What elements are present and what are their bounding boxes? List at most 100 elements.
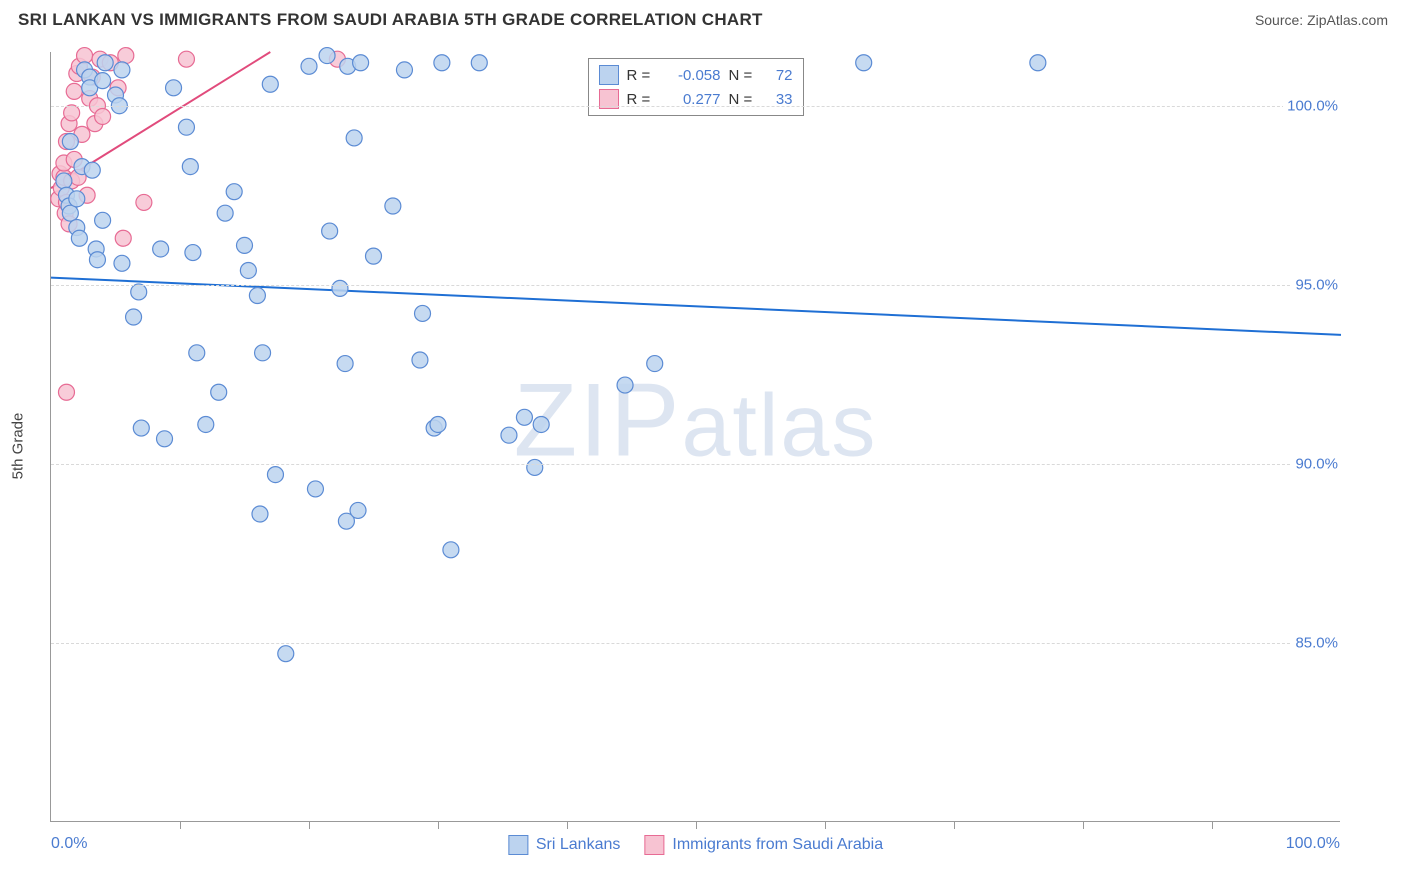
chart-title: SRI LANKAN VS IMMIGRANTS FROM SAUDI ARAB…: [18, 10, 763, 30]
y-tick-label: 90.0%: [1291, 455, 1342, 472]
data-point-sri-lankans: [95, 212, 111, 228]
data-point-sri-lankans: [153, 241, 169, 257]
x-tick: [825, 821, 826, 829]
data-point-sri-lankans: [217, 205, 233, 221]
data-point-sri-lankans: [430, 416, 446, 432]
plot-area: ZIPatlas R = -0.058 N = 72 R = 0.277 N =…: [50, 52, 1340, 822]
data-point-sri-lankans: [527, 459, 543, 475]
data-point-sri-lankans: [322, 223, 338, 239]
data-point-sri-lankans: [471, 55, 487, 71]
correlation-legend: R = -0.058 N = 72 R = 0.277 N = 33: [588, 58, 804, 116]
source-label: Source: ZipAtlas.com: [1255, 12, 1388, 28]
data-point-sri-lankans: [396, 62, 412, 78]
data-point-sri-lankans: [97, 55, 113, 71]
gridline: [51, 106, 1340, 107]
data-point-sri-lankans: [353, 55, 369, 71]
series-legend: Sri Lankans Immigrants from Saudi Arabia: [508, 835, 883, 855]
x-axis-max-label: 100.0%: [1286, 835, 1340, 853]
data-point-sri-lankans: [278, 646, 294, 662]
data-point-sri-lankans: [189, 345, 205, 361]
data-point-sri-lankans: [415, 305, 431, 321]
data-point-sri-lankans: [69, 191, 85, 207]
data-point-saudi-arabia: [66, 83, 82, 99]
title-bar: SRI LANKAN VS IMMIGRANTS FROM SAUDI ARAB…: [0, 0, 1406, 38]
x-tick: [567, 821, 568, 829]
x-tick: [438, 821, 439, 829]
data-point-sri-lankans: [319, 48, 335, 64]
data-point-saudi-arabia: [178, 51, 194, 67]
data-point-sri-lankans: [350, 502, 366, 518]
data-point-sri-lankans: [385, 198, 401, 214]
y-axis-title: 5th Grade: [10, 413, 27, 480]
data-point-sri-lankans: [856, 55, 872, 71]
data-point-saudi-arabia: [77, 48, 93, 64]
data-point-sri-lankans: [516, 409, 532, 425]
data-point-sri-lankans: [95, 73, 111, 89]
legend-row-pink: R = 0.277 N = 33: [599, 87, 793, 111]
gridline: [51, 643, 1340, 644]
data-point-sri-lankans: [84, 162, 100, 178]
y-tick-label: 85.0%: [1291, 634, 1342, 651]
gridline: [51, 464, 1340, 465]
data-point-sri-lankans: [617, 377, 633, 393]
x-tick: [180, 821, 181, 829]
data-point-sri-lankans: [412, 352, 428, 368]
data-point-sri-lankans: [133, 420, 149, 436]
data-point-sri-lankans: [267, 467, 283, 483]
x-tick: [1212, 821, 1213, 829]
data-point-saudi-arabia: [64, 105, 80, 121]
data-point-sri-lankans: [533, 416, 549, 432]
data-point-saudi-arabia: [58, 384, 74, 400]
data-point-sri-lankans: [182, 159, 198, 175]
data-point-sri-lankans: [62, 134, 78, 150]
data-point-sri-lankans: [501, 427, 517, 443]
data-point-sri-lankans: [434, 55, 450, 71]
data-point-sri-lankans: [301, 58, 317, 74]
data-point-sri-lankans: [332, 280, 348, 296]
data-point-sri-lankans: [114, 62, 130, 78]
legend-row-blue: R = -0.058 N = 72: [599, 63, 793, 87]
data-point-sri-lankans: [443, 542, 459, 558]
data-point-sri-lankans: [131, 284, 147, 300]
data-point-sri-lankans: [114, 255, 130, 271]
data-point-sri-lankans: [126, 309, 142, 325]
data-point-sri-lankans: [346, 130, 362, 146]
x-axis-min-label: 0.0%: [51, 835, 87, 853]
gridline: [51, 285, 1340, 286]
data-point-sri-lankans: [252, 506, 268, 522]
data-point-sri-lankans: [89, 252, 105, 268]
data-point-sri-lankans: [211, 384, 227, 400]
data-point-sri-lankans: [249, 288, 265, 304]
data-point-sri-lankans: [62, 205, 78, 221]
data-point-sri-lankans: [307, 481, 323, 497]
data-point-sri-lankans: [1030, 55, 1046, 71]
data-point-sri-lankans: [178, 119, 194, 135]
x-tick: [954, 821, 955, 829]
data-point-sri-lankans: [226, 184, 242, 200]
data-point-sri-lankans: [237, 237, 253, 253]
x-tick: [696, 821, 697, 829]
data-point-sri-lankans: [255, 345, 271, 361]
data-point-sri-lankans: [337, 356, 353, 372]
data-point-sri-lankans: [262, 76, 278, 92]
data-point-sri-lankans: [647, 356, 663, 372]
legend-item-pink: Immigrants from Saudi Arabia: [644, 835, 883, 855]
x-tick: [1083, 821, 1084, 829]
swatch-blue: [599, 65, 619, 85]
data-point-sri-lankans: [157, 431, 173, 447]
data-point-saudi-arabia: [118, 48, 134, 64]
trend-line-sri-lankans: [51, 278, 1341, 335]
data-point-saudi-arabia: [136, 194, 152, 210]
swatch-pink-icon: [644, 835, 664, 855]
y-tick-label: 95.0%: [1291, 276, 1342, 293]
legend-item-blue: Sri Lankans: [508, 835, 621, 855]
data-point-saudi-arabia: [95, 108, 111, 124]
data-point-sri-lankans: [166, 80, 182, 96]
y-tick-label: 100.0%: [1283, 97, 1342, 114]
swatch-blue-icon: [508, 835, 528, 855]
data-point-sri-lankans: [240, 262, 256, 278]
data-point-sri-lankans: [56, 173, 72, 189]
data-point-sri-lankans: [198, 416, 214, 432]
data-point-sri-lankans: [71, 230, 87, 246]
data-point-saudi-arabia: [115, 230, 131, 246]
